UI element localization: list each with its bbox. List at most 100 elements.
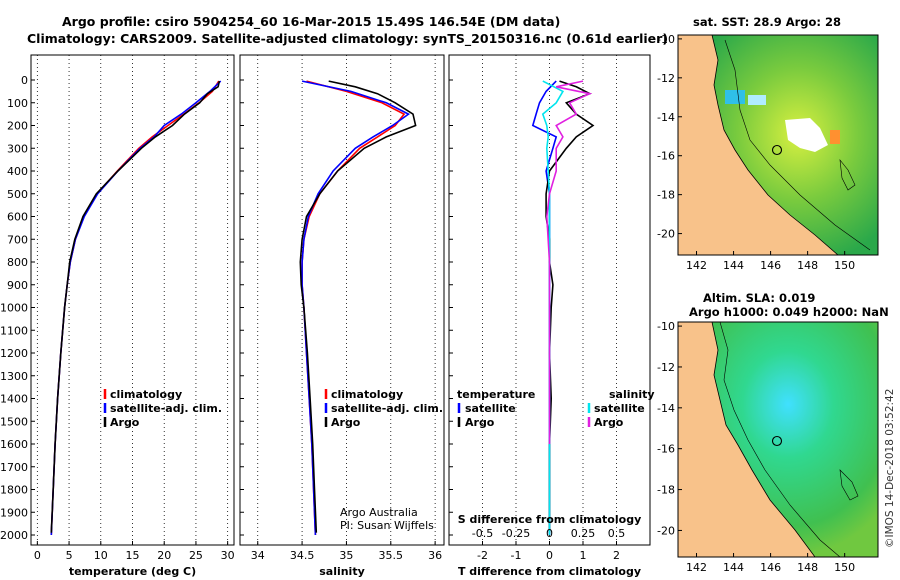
x-axis-label: temperature (deg C) — [69, 565, 196, 578]
sst-warm-patch — [830, 130, 840, 144]
reef-contour — [839, 469, 859, 501]
depth-tick-label: 1700 — [0, 461, 28, 474]
x-tick-label: -1 — [511, 549, 522, 562]
x-tick-label: 10 — [94, 549, 108, 562]
depth-tick-label: 1900 — [0, 506, 28, 519]
sst-cool-patch — [725, 90, 745, 104]
depth-tick-label: 400 — [7, 165, 28, 178]
lat-tick-label: -18 — [657, 484, 675, 497]
annotation-text: PI: Susan Wijffels — [340, 519, 434, 532]
legend-label: satellite — [594, 402, 645, 415]
x-tick-label: 0 — [546, 549, 553, 562]
lat-tick-label: -16 — [657, 443, 675, 456]
lon-tick-label: 142 — [686, 561, 707, 574]
panel-frame — [239, 54, 445, 546]
depth-tick-label: 2000 — [0, 529, 28, 542]
depth-tick-label: 1500 — [0, 415, 28, 428]
depth-tick-label: 1100 — [0, 324, 28, 337]
sla-map-title: Altim. SLA: 0.019 — [703, 291, 815, 305]
legend-label: Argo — [594, 416, 624, 429]
series-line-climatology — [50, 80, 220, 536]
isobath-contour — [724, 39, 871, 251]
lat-tick-label: -14 — [657, 402, 675, 415]
depth-tick-label: 1400 — [0, 393, 28, 406]
imos-credit: ©IMOS 14-Dec-2018 03:52:42 — [884, 389, 896, 548]
lat-tick-label: -10 — [657, 320, 675, 333]
coastline — [711, 35, 839, 255]
isobath-contour — [719, 322, 841, 557]
australia-land — [678, 322, 815, 557]
depth-tick-label: 1300 — [0, 370, 28, 383]
depth-tick-label: 600 — [7, 211, 28, 224]
x-tick-label: 34 — [251, 549, 265, 562]
lon-tick-label: 146 — [760, 561, 781, 574]
series-line-argo — [50, 80, 221, 533]
reef-contour — [839, 159, 856, 191]
argo-location-marker — [771, 144, 783, 156]
lat-tick-label: -10 — [657, 33, 675, 46]
depth-tick-label: 0 — [21, 74, 28, 87]
x-tick-label: 2 — [613, 549, 620, 562]
legend-label: Argo — [110, 416, 140, 429]
x-tick-label: 36 — [428, 549, 442, 562]
series-line-t-argo — [545, 80, 595, 533]
lat-tick-label: -18 — [657, 189, 675, 202]
lat-tick-label: -12 — [657, 72, 675, 85]
x-tick-label: 1 — [580, 549, 587, 562]
lon-tick-label: 142 — [686, 259, 707, 272]
sla-map-frame — [677, 321, 879, 558]
lat-tick-label: -20 — [657, 228, 675, 241]
depth-tick-label: 900 — [7, 279, 28, 292]
sst-cool-patch — [748, 95, 766, 105]
x-tick-label-s: -0.5 — [472, 527, 493, 540]
x-tick-label: 35 — [339, 549, 353, 562]
australia-land — [678, 35, 838, 255]
lon-tick-label: 150 — [834, 561, 855, 574]
x-axis-label-top: S difference from climatology — [458, 513, 642, 526]
lon-tick-label: 150 — [834, 259, 855, 272]
panel-difference: -2 -1 0 1 2 T difference from climatology temp… — [448, 54, 655, 578]
depth-tick-label: 200 — [7, 120, 28, 133]
depth-tick-label: 1200 — [0, 347, 28, 360]
x-tick-label: 30 — [221, 549, 235, 562]
sst-nodata-patch — [785, 118, 828, 152]
x-tick-label: 0 — [34, 549, 41, 562]
series-line-satellite-adj-clim- — [50, 80, 222, 536]
depth-tick-label: 300 — [7, 142, 28, 155]
profile-panels: 0 5 10 15 20 25 300100200300400500600700800900… — [0, 54, 655, 578]
annotation-text: Argo Australia — [340, 506, 418, 519]
lon-tick-label: 146 — [760, 259, 781, 272]
lon-tick-label: 148 — [797, 561, 818, 574]
sla-map-subtitle: Argo h1000: 0.049 h2000: NaN — [689, 305, 889, 319]
depth-tick-label: 1800 — [0, 484, 28, 497]
sst-map: sat. SST: 28.9 Argo: 28 -10 -12 -14 -16 -18 -… — [657, 15, 879, 272]
x-tick-label: 34.5 — [290, 549, 315, 562]
legend-label: Argo — [465, 416, 495, 429]
legend-title-salinity: salinity — [609, 388, 655, 401]
lon-tick-label: 144 — [723, 561, 744, 574]
x-tick-label-s: 0 — [546, 527, 553, 540]
legend-label: satellite-adj. clim. — [110, 402, 222, 415]
x-axis-label: T difference from climatology — [458, 565, 641, 578]
x-tick-label: 15 — [126, 549, 140, 562]
legend-label: satellite-adj. clim. — [331, 402, 443, 415]
legend-title-temperature: temperature — [457, 388, 535, 401]
figure-title-line2: Climatology: CARS2009. Satellite-adjuste… — [27, 31, 668, 47]
depth-tick-label: 500 — [7, 188, 28, 201]
x-tick-label-s: 0.5 — [608, 527, 626, 540]
series-line-satellite-adj-clim- — [301, 80, 411, 536]
legend-label: climatology — [331, 388, 403, 401]
series-line-t-satellite — [531, 80, 558, 535]
legend-label: climatology — [110, 388, 182, 401]
series-line-climatology — [301, 80, 406, 536]
panel-temperature: 0 5 10 15 20 25 300100200300400500600700800900… — [0, 54, 235, 578]
x-tick-label: 5 — [66, 549, 73, 562]
legend-label: Argo — [331, 416, 361, 429]
panel-salinity: 34 34.5 35 35.5 36 salinity climatologysatelli… — [239, 54, 445, 578]
coastline — [711, 322, 816, 557]
lon-tick-label: 144 — [723, 259, 744, 272]
x-tick-label: -2 — [477, 549, 488, 562]
depth-tick-label: 700 — [7, 233, 28, 246]
sla-map: Altim. SLA: 0.019 Argo h1000: 0.049 h200… — [657, 291, 889, 574]
